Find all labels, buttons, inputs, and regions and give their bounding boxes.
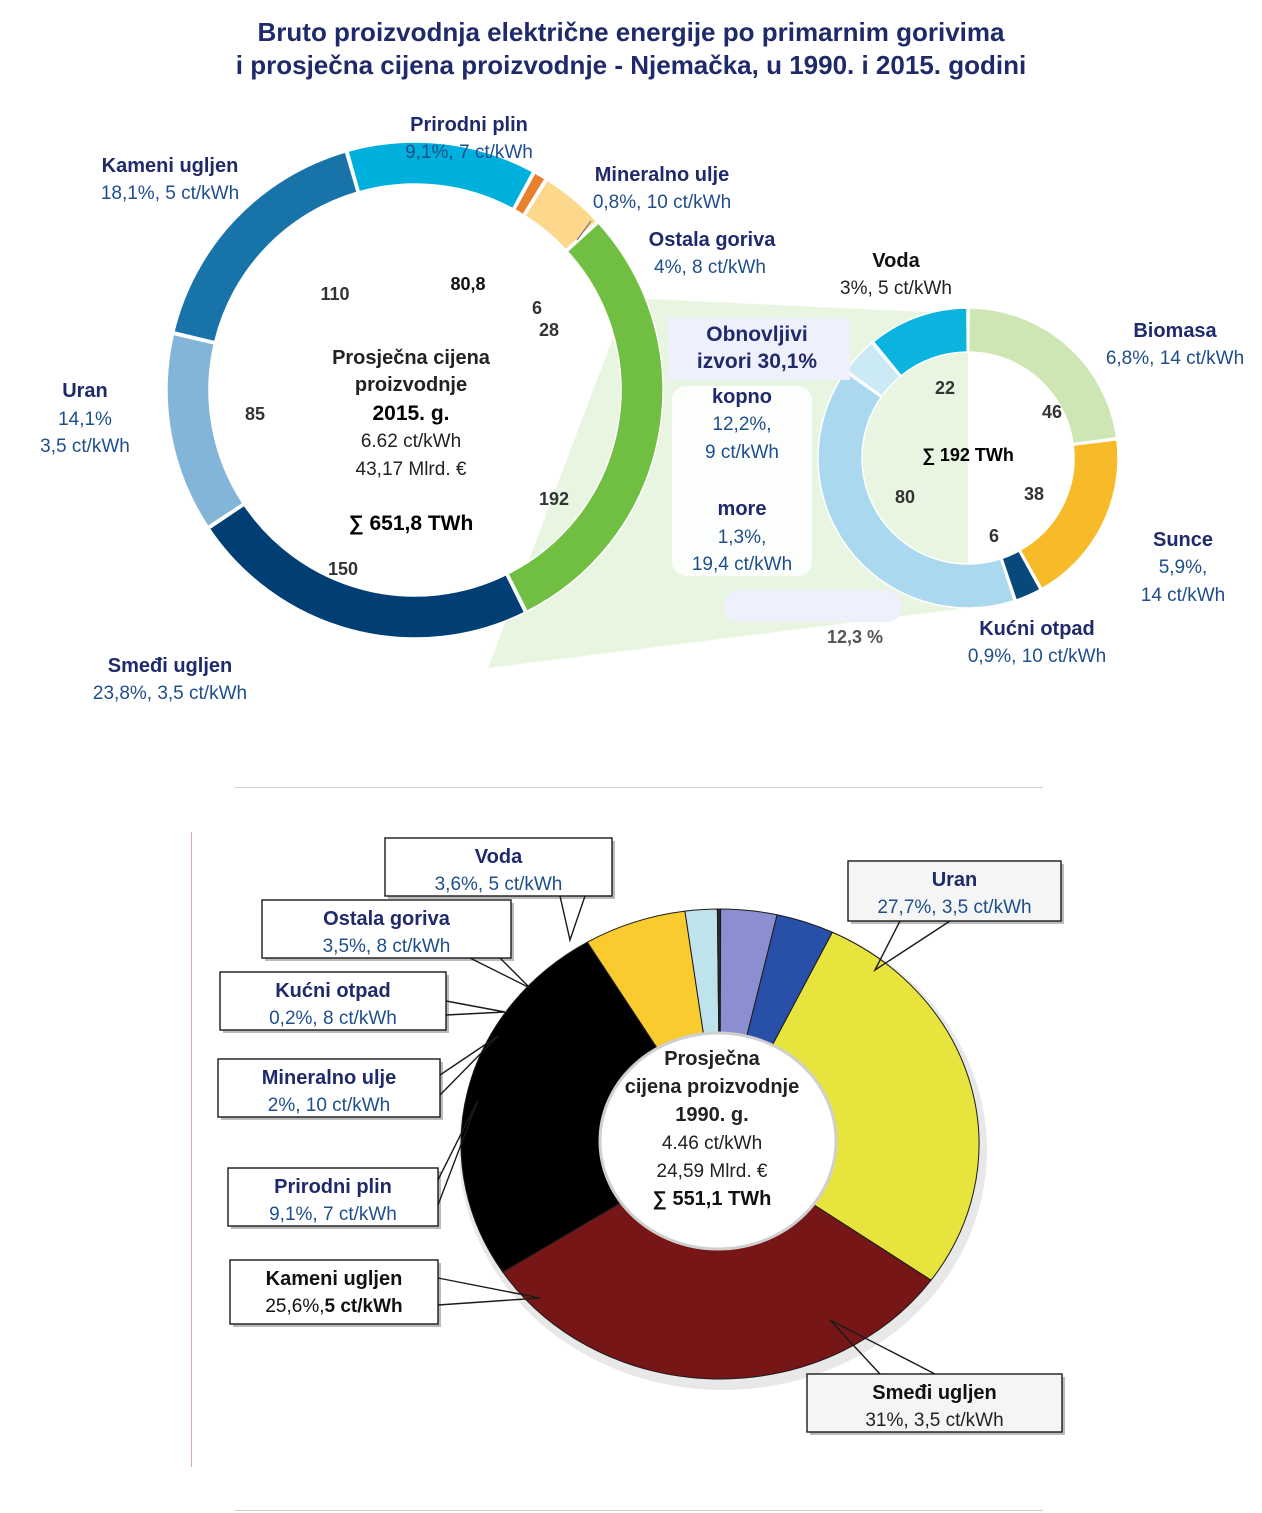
value-label-renew-vjetar: 80 — [895, 487, 915, 507]
value-label-2015-kameni-ugljen: 110 — [320, 284, 349, 304]
center-1990-total: ∑ 551,1 TWh — [653, 1188, 772, 1210]
center-2015-total: ∑ 651,8 TWh — [349, 512, 474, 535]
slice-2015-uran — [167, 334, 243, 526]
value-label-renew-kucni-otpad: 6 — [989, 526, 999, 546]
callout-voda-name: Voda — [475, 846, 523, 868]
center-2015-year: 2015. g. — [372, 402, 449, 425]
center-2015-cost: 43,17 Mlrd. € — [356, 459, 467, 480]
label-renew-biomasa-name: Biomasa — [1133, 320, 1217, 342]
label-2015-uran-name: Uran — [62, 380, 108, 402]
callout-ostala-name: Ostala goriva — [323, 908, 451, 930]
callout-leader-ostala — [470, 958, 530, 988]
center-renew-total: ∑ 192 TWh — [922, 445, 1014, 465]
label-renew-sunce-name: Sunce — [1153, 529, 1213, 551]
label-renew-pct: 12,3 % — [827, 627, 883, 647]
label-renew-biomasa-detail: 6,8%, 14 ct/kWh — [1106, 348, 1244, 369]
center-2015-line2: proizvodnje — [355, 374, 467, 396]
label-2015-smedji-name: Smeđi ugljen — [108, 655, 232, 677]
callout-voda-detail: 3,6%, 5 ct/kWh — [435, 874, 563, 895]
label-renew-otpad-detail: 0,9%, 10 ct/kWh — [968, 646, 1106, 667]
label-2015-smedji-detail: 23,8%, 3,5 ct/kWh — [93, 683, 247, 704]
label-renew-sunce-detail2: 14 ct/kWh — [1141, 585, 1225, 606]
callout-leader-uran — [875, 921, 950, 970]
callout-kameni-name: Kameni ugljen — [266, 1268, 403, 1290]
wind-kopno-share: 12,2%, — [712, 414, 771, 435]
value-label-2015-smedi-ugljen: 150 — [328, 559, 358, 579]
label-2015-ostala-detail: 4%, 8 ct/kWh — [654, 257, 766, 278]
label-2015-plin-name: Prirodni plin — [410, 114, 528, 136]
callout-smedji-detail: 31%, 3,5 ct/kWh — [865, 1410, 1003, 1431]
label-renew-otpad-name: Kućni otpad — [979, 618, 1095, 640]
label-2015-uran-detail1: 14,1% — [58, 409, 112, 430]
callout-uran-name: Uran — [932, 869, 978, 891]
renewables-box-line1: Obnovljivi — [706, 323, 808, 346]
renewables-box-line2: izvori 30,1% — [697, 350, 818, 373]
center-1990-line1: Prosječna — [664, 1048, 760, 1070]
label-renew-voda-detail: 3%, 5 ct/kWh — [840, 278, 952, 299]
callout-plin-name: Prirodni plin — [274, 1176, 392, 1198]
callout-kameni-detail: 25,6%,5 ct/kWh — [265, 1296, 402, 1317]
center-1990-cost: 24,59 Mlrd. € — [657, 1161, 768, 1182]
value-label-2015-uran: 85 — [245, 404, 265, 424]
label-2015-plin-detail: 9,1%, 7 ct/kWh — [405, 142, 533, 163]
callout-kameni-price: 5 ct/kWh — [325, 1296, 403, 1317]
label-2015-kameni-name: Kameni ugljen — [102, 155, 239, 177]
callout-kameni-share: 25,6%, — [265, 1296, 324, 1317]
label-2015-uran-detail2: 3,5 ct/kWh — [40, 436, 130, 457]
value-label-2015-prirodni-plin: 80,8 — [450, 274, 485, 294]
wind-more-price: 19,4 ct/kWh — [692, 554, 792, 575]
callout-otpad-name: Kućni otpad — [275, 980, 391, 1002]
callout-smedji-name: Smeđi ugljen — [872, 1382, 996, 1404]
callout-otpad-detail: 0,2%, 8 ct/kWh — [269, 1008, 397, 1029]
label-renew-sunce-detail1: 5,9%, — [1159, 557, 1208, 578]
slice-2015-kameni-ugljen — [174, 152, 357, 342]
slice-renew-biomasa — [969, 308, 1117, 444]
label-2015-ulje-detail: 0,8%, 10 ct/kWh — [593, 192, 731, 213]
value-label-renew-biomasa: 46 — [1042, 402, 1062, 422]
label-2015-ulje-name: Mineralno ulje — [595, 164, 729, 186]
callout-uran-detail: 27,7%, 3,5 ct/kWh — [877, 897, 1031, 918]
highlight-pill — [724, 590, 902, 622]
value-label-renew-sunce: 38 — [1024, 484, 1044, 504]
value-label-2015-ostala-goriva: 28 — [539, 320, 559, 340]
callout-ulje-detail: 2%, 10 ct/kWh — [268, 1095, 391, 1116]
callout-leader-voda — [560, 896, 585, 940]
callout-plin-detail: 9,1%, 7 ct/kWh — [269, 1204, 397, 1225]
wind-more-title: more — [718, 498, 767, 520]
callout-ostala-detail: 3,5%, 8 ct/kWh — [323, 936, 451, 957]
wind-kopno-title: kopno — [712, 386, 772, 408]
callout-ulje-name: Mineralno ulje — [262, 1067, 396, 1089]
callout-leader-otpad — [446, 1001, 505, 1015]
value-label-renew-voda: 22 — [935, 378, 955, 398]
label-2015-ostala-name: Ostala goriva — [649, 229, 777, 251]
label-renew-voda-name: Voda — [872, 250, 920, 272]
value-label-2015-mineralno-ulje: 6 — [532, 298, 542, 318]
label-2015-kameni-detail: 18,1%, 5 ct/kWh — [101, 183, 239, 204]
center-1990-price: 4.46 ct/kWh — [662, 1133, 762, 1154]
center-2015-price: 6.62 ct/kWh — [361, 431, 461, 452]
center-2015-line1: Prosječna cijena — [332, 347, 491, 369]
center-1990-year: 1990. g. — [675, 1104, 748, 1126]
center-1990-line2: cijena proizvodnje — [625, 1076, 799, 1098]
wind-kopno-price: 9 ct/kWh — [705, 442, 779, 463]
wind-more-share: 1,3%, — [718, 527, 767, 548]
value-label-2015-obnovljivi-izvori: 192 — [539, 489, 569, 509]
slice-renew-sunce — [1020, 440, 1118, 589]
